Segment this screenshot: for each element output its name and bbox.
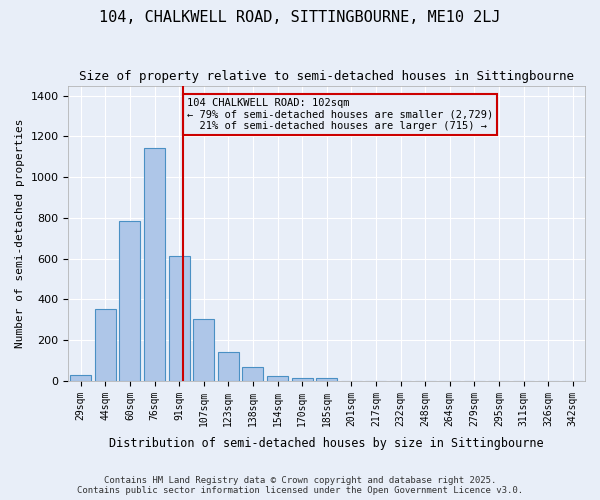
Bar [218, 352, 239, 381]
Bar [95, 308, 116, 381]
X-axis label: Distribution of semi-detached houses by size in Sittingbourne: Distribution of semi-detached houses by … [109, 437, 544, 450]
Bar [267, 376, 288, 381]
Bar [169, 256, 190, 381]
Y-axis label: Number of semi-detached properties: Number of semi-detached properties [15, 118, 25, 348]
Bar [242, 366, 263, 381]
Bar [144, 148, 165, 381]
Title: Size of property relative to semi-detached houses in Sittingbourne: Size of property relative to semi-detach… [79, 70, 574, 83]
Bar [292, 378, 313, 381]
Bar [70, 375, 91, 381]
Bar [193, 319, 214, 381]
Text: 104, CHALKWELL ROAD, SITTINGBOURNE, ME10 2LJ: 104, CHALKWELL ROAD, SITTINGBOURNE, ME10… [99, 10, 501, 25]
Bar [119, 221, 140, 381]
Bar [316, 378, 337, 381]
Text: Contains HM Land Registry data © Crown copyright and database right 2025.
Contai: Contains HM Land Registry data © Crown c… [77, 476, 523, 495]
Text: 104 CHALKWELL ROAD: 102sqm
← 79% of semi-detached houses are smaller (2,729)
  2: 104 CHALKWELL ROAD: 102sqm ← 79% of semi… [187, 98, 493, 131]
